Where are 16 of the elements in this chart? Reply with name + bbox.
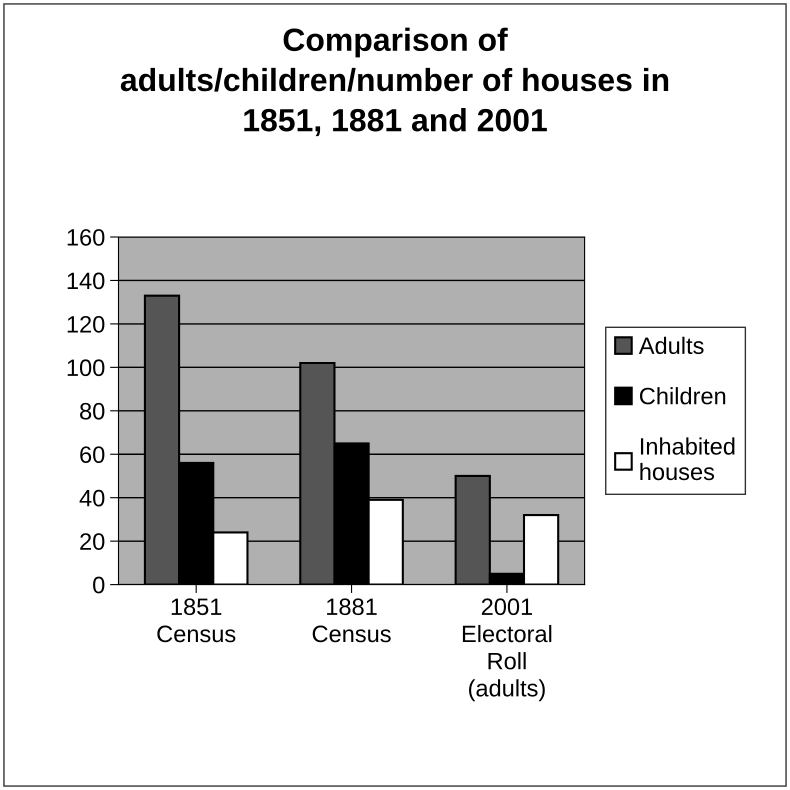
- y-tick-label: 120: [68, 316, 104, 333]
- y-tick-label: 100: [68, 359, 104, 376]
- y-tick-label: 0: [93, 576, 104, 594]
- x-tick-label: 2001 Electoral Roll (adults): [462, 598, 552, 702]
- y-tick-label: 140: [68, 272, 104, 290]
- x-tick-label: 1881 Census: [312, 598, 391, 642]
- legend-label: Inhabited houses: [640, 437, 734, 480]
- x-tick-label: 1851 Census: [157, 598, 236, 642]
- y-tick-label: 80: [80, 402, 104, 420]
- legend-label: Adults: [638, 336, 704, 354]
- legend-label: Children: [640, 387, 726, 404]
- y-tick-label: 20: [80, 533, 104, 550]
- y-tick-label: 40: [80, 490, 104, 506]
- y-tick-label: 60: [80, 446, 104, 464]
- y-tick-label: 160: [68, 229, 104, 246]
- chart-title: Comparison of adults/children/number of houses in 1851, 1881 and 2001: [120, 28, 668, 136]
